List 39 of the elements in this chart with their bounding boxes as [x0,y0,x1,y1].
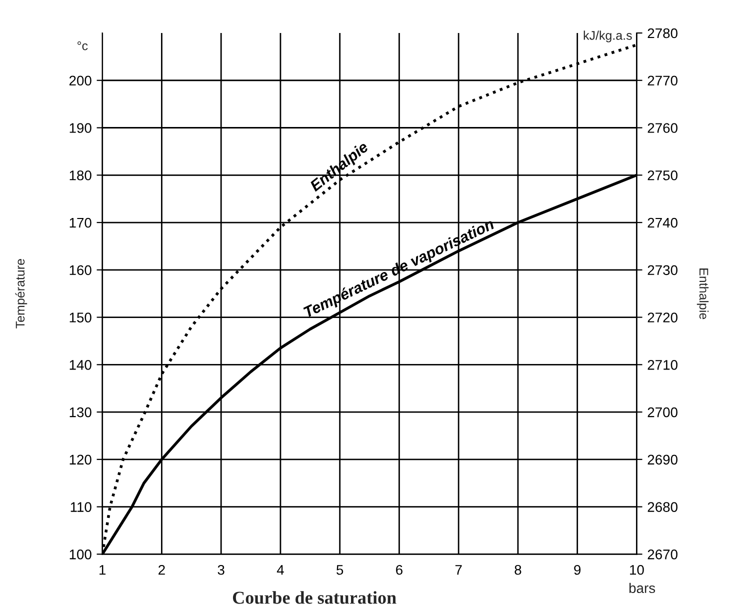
y-tick-label: 110 [70,502,92,512]
y-tick-label: 190 [70,123,92,133]
y2-tick-label: 2740 [648,218,678,228]
y2-tick-label: 2690 [648,454,678,465]
y2-tick-label: 2750 [648,170,678,180]
y2-tick-label: 2670 [648,550,678,560]
y2-tick-label: 2770 [648,76,678,86]
y2-tick-label: 2720 [648,312,678,322]
x-tick-label: 5 [336,565,344,575]
y-tick-label: 150 [70,312,92,322]
y2-tick-label: 2700 [648,407,678,418]
y-tick-label: 140 [70,360,92,370]
x-tick-label: 2 [158,564,165,575]
y2-tick-label: 2780 [648,28,678,38]
y-tick-label: 200 [69,76,92,86]
x-tick-label: 3 [218,564,224,575]
x-tick-label: 7 [455,565,462,575]
x-tick-label: 10 [630,564,644,575]
y2-tick-label: 2730 [648,265,678,276]
annotation: kJ/kg.a.s [584,30,632,42]
y-tick-label: 120 [70,454,92,465]
text: °c [78,41,88,50]
y-axis-title: Température [15,259,28,328]
x-tick-label: 6 [396,564,402,575]
y-tick-label: 100 [70,550,92,560]
x-tick-label: 1 [100,565,106,575]
y2-tick-label: 2680 [648,502,678,512]
x-tick-label: 4 [276,565,284,575]
y-tick-label: 160 [70,265,92,276]
y-tick-label: 180 [70,170,92,180]
x-tick-label: 8 [514,564,522,575]
y2-axis-title: Enthalpie [696,268,709,320]
x-tick-label: 9 [574,564,581,575]
y-tick-label: 130 [70,407,92,418]
x-axis-title: bars [629,582,656,594]
y2-tick-label: 2710 [648,360,678,370]
text: Courbe de saturation [232,591,396,604]
y-tick-label: 170 [70,218,92,228]
y2-tick-label: 2760 [648,123,678,133]
